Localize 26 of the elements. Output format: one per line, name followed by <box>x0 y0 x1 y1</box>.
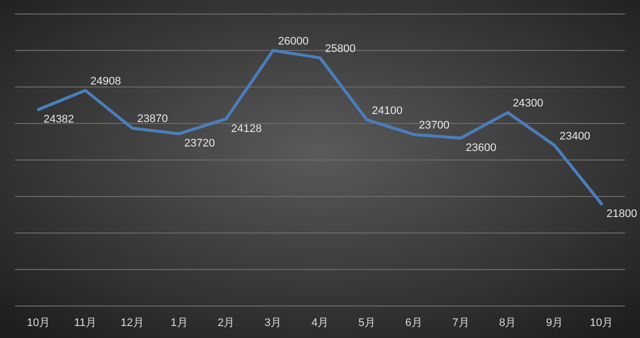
data-label: 23600 <box>466 142 496 154</box>
data-label: 23870 <box>137 113 168 126</box>
data-label: 23400 <box>560 130 590 142</box>
x-tick-label: 12月 <box>120 317 144 329</box>
data-label: 24300 <box>512 98 544 110</box>
data-label: 23720 <box>184 138 215 150</box>
x-tick-label: 11月 <box>74 317 97 329</box>
data-label: 23700 <box>418 119 450 132</box>
data-label: 24128 <box>231 122 262 135</box>
data-label: 24100 <box>372 104 403 117</box>
x-tick-label: 6月 <box>405 317 422 329</box>
x-tick-label: 1月 <box>170 317 188 329</box>
data-label: 25800 <box>325 42 356 55</box>
x-tick-label: 7月 <box>452 317 470 329</box>
data-label: 21800 <box>606 208 638 220</box>
data-label: 24908 <box>90 75 121 88</box>
x-tick-label: 3月 <box>264 317 282 329</box>
x-tick-label: 10月 <box>590 317 614 329</box>
x-tick-label: 5月 <box>358 317 376 329</box>
data-label: 26000 <box>278 36 309 48</box>
x-tick-label: 10月 <box>26 317 50 329</box>
x-tick-label: 8月 <box>499 317 516 329</box>
x-tick-label: 4月 <box>311 317 329 329</box>
data-label: 24382 <box>43 114 74 126</box>
x-tick-label: 9月 <box>546 317 564 329</box>
x-tick-label: 2月 <box>218 317 235 329</box>
